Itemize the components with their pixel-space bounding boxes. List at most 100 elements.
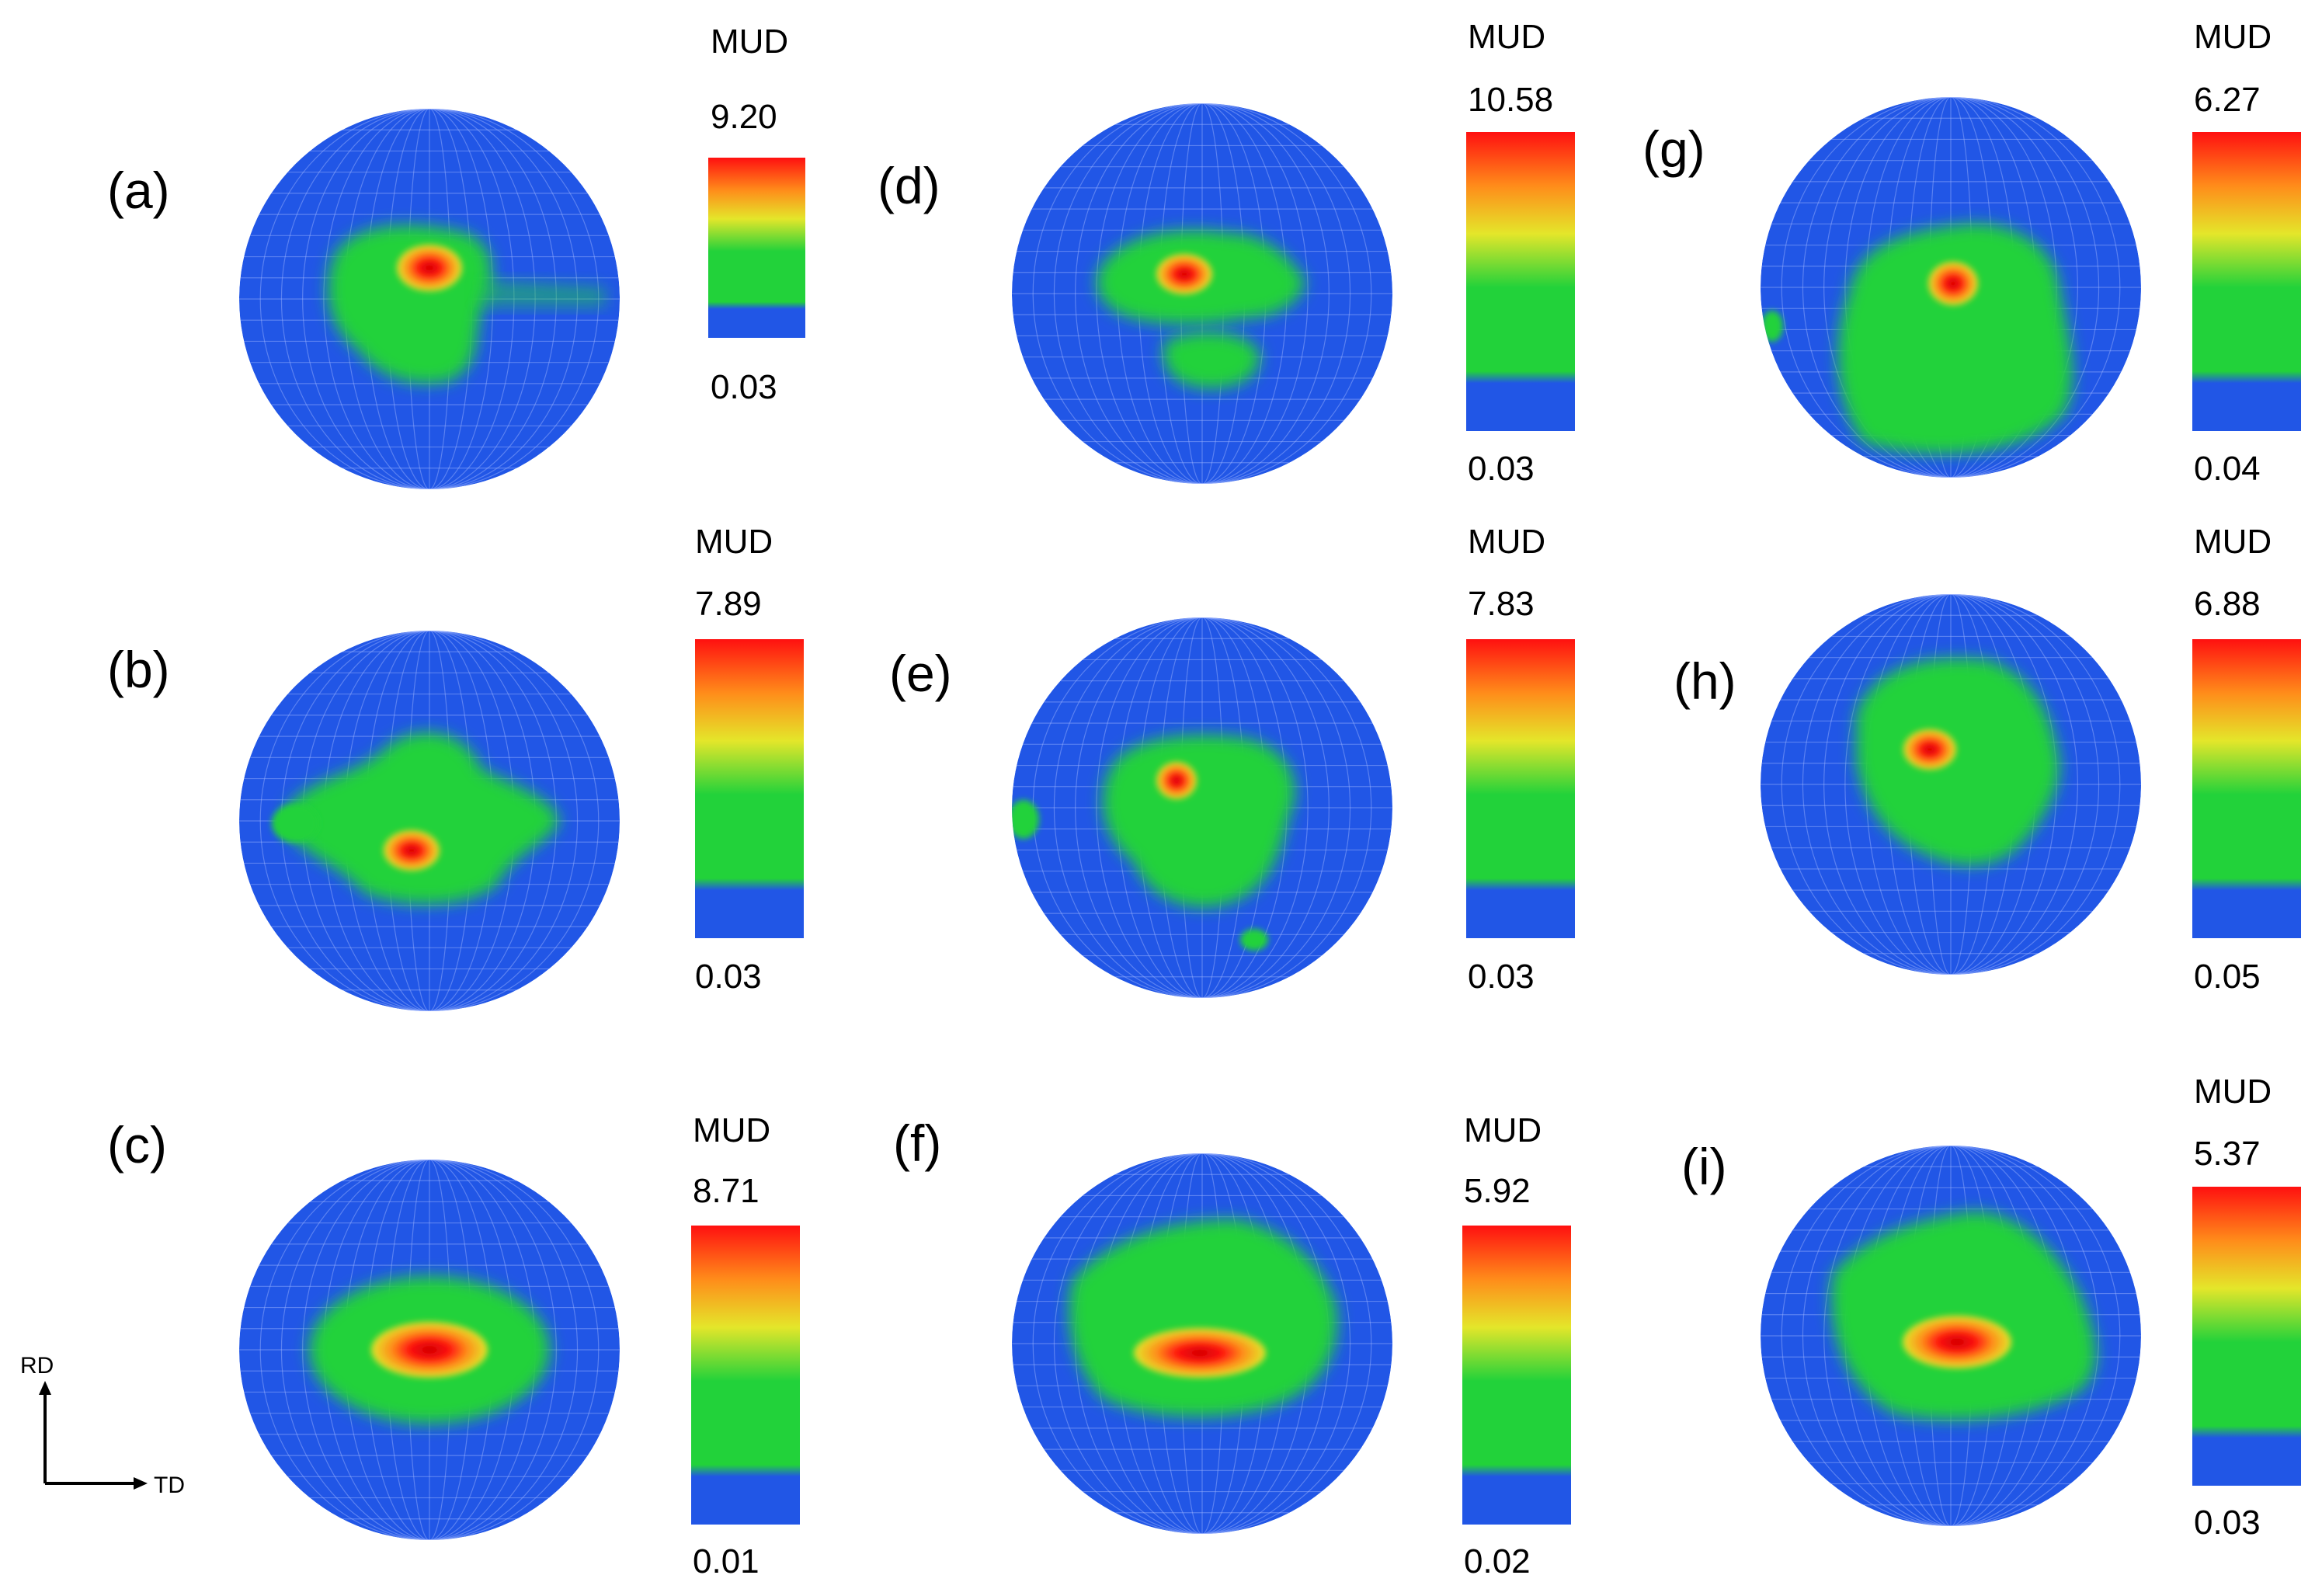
grid-meridian	[1075, 617, 1330, 998]
colorbar-c-min: 0.01	[693, 1542, 760, 1580]
colorbar-g-bar	[2192, 132, 2301, 431]
panel-f: (f) MUD 5.92 0.02	[893, 1111, 1571, 1580]
pole-figure-a	[239, 109, 620, 489]
panel-g-label: (g)	[1642, 120, 1705, 178]
grid-meridian	[1781, 594, 2121, 975]
pole-figure-g-spot	[1761, 311, 1783, 342]
pole-figure-i-peak	[1903, 1316, 2011, 1368]
colorbar-f: MUD 5.92 0.02	[1462, 1111, 1571, 1580]
colorbar-e-min: 0.03	[1468, 958, 1535, 996]
panel-h: (h) MUD 6.88 0.05	[1674, 523, 2301, 996]
pole-figure-h-peak	[1903, 729, 1956, 770]
pole-figure-g-peak	[1928, 262, 1978, 305]
grid-meridian	[1053, 103, 1351, 484]
pole-figure-g	[1761, 97, 2141, 478]
pole-figure-i	[1761, 1146, 2141, 1526]
rd-td-axes: RD TD	[20, 1353, 185, 1498]
pole-figure-a-tail	[481, 280, 606, 307]
pole-figure-b-lobe	[287, 732, 559, 904]
pole-figure-f-lobe	[1069, 1219, 1337, 1417]
panel-a-label: (a)	[107, 162, 170, 219]
grid-meridian	[1096, 617, 1309, 998]
colorbar-a-title: MUD	[711, 23, 788, 61]
colorbar-g-max: 6.27	[2194, 81, 2261, 119]
colorbar-h-bar	[2192, 639, 2301, 938]
colorbar-e-max: 7.83	[1468, 585, 1535, 623]
colorbar-g-title: MUD	[2194, 18, 2272, 56]
panel-b: (b) MUD 7.89 0.03	[107, 523, 804, 1011]
grid-meridian	[259, 1160, 600, 1540]
pole-figure-c-peak	[371, 1322, 488, 1378]
pole-figure-d	[1012, 103, 1392, 484]
colorbar-c-max: 8.71	[693, 1172, 760, 1210]
grid-meridian	[1032, 103, 1372, 484]
rd-arrow-icon	[39, 1381, 51, 1395]
colorbar-g: MUD 6.27 0.04	[2192, 18, 2301, 488]
panel-d-label: (d)	[878, 157, 940, 214]
pole-figure-b-spot	[272, 804, 318, 843]
colorbar-a-min: 0.03	[711, 368, 777, 406]
pole-figure-h	[1761, 594, 2141, 975]
colorbar-b-bar	[695, 639, 804, 938]
colorbar-i-min: 0.03	[2194, 1504, 2261, 1542]
grid-meridian	[1053, 617, 1351, 998]
pole-figure-e-spot-low	[1240, 929, 1268, 951]
grid-meridian	[1096, 103, 1309, 484]
colorbar-i-bar	[2192, 1187, 2301, 1486]
grid-meridian	[1802, 97, 2100, 478]
pole-figure-f-peak	[1134, 1328, 1266, 1378]
panel-i: (i) MUD 5.37 0.03	[1681, 1073, 2301, 1542]
colorbar-d-bar	[1466, 132, 1575, 431]
grid-meridian	[259, 631, 600, 1011]
pole-figure-e-spot-left	[1012, 800, 1039, 839]
colorbar-h: MUD 6.88 0.05	[2192, 523, 2301, 996]
pole-figure-b-peak	[384, 830, 440, 871]
grid-meridian	[280, 1160, 579, 1540]
colorbar-f-bar	[1462, 1226, 1571, 1525]
colorbar-f-min: 0.02	[1464, 1542, 1531, 1580]
grid-meridian	[1075, 103, 1330, 484]
colorbar-f-max: 5.92	[1464, 1172, 1531, 1210]
colorbar-h-title: MUD	[2194, 523, 2272, 561]
colorbar-e-bar	[1466, 639, 1575, 938]
grid-meridian	[1823, 97, 2078, 478]
pole-figure-i-lobe	[1831, 1212, 2096, 1420]
colorbar-g-min: 0.04	[2194, 450, 2261, 488]
pole-figure-g-lobe	[1837, 224, 2073, 454]
panel-h-label: (h)	[1674, 652, 1736, 710]
grid-meridian	[1032, 1153, 1372, 1534]
colorbar-i-max: 5.37	[2194, 1135, 2261, 1173]
colorbar-d-min: 0.03	[1468, 450, 1535, 488]
colorbar-h-max: 6.88	[2194, 585, 2261, 623]
td-axis-label: TD	[154, 1473, 185, 1498]
grid-meridian	[1781, 97, 2121, 478]
pole-figure-a-peak	[397, 245, 462, 291]
colorbar-b-max: 7.89	[695, 585, 762, 623]
panel-e-label: (e)	[889, 645, 952, 702]
panel-e: (e) MUD 7.83 0.03	[889, 523, 1575, 998]
rd-axis-label: RD	[20, 1353, 54, 1379]
colorbar-a-bar	[708, 158, 805, 338]
td-arrow-icon	[134, 1477, 148, 1490]
colorbar-b-title: MUD	[695, 523, 773, 561]
colorbar-e: MUD 7.83 0.03	[1466, 523, 1575, 996]
panel-d: (d) MUD 10.58 0.03	[878, 18, 1575, 488]
colorbar-b: MUD 7.89 0.03	[695, 523, 804, 996]
colorbar-c-bar	[691, 1226, 800, 1525]
colorbar-c: MUD 8.71 0.01	[691, 1111, 800, 1580]
colorbar-h-min: 0.05	[2194, 958, 2261, 996]
pole-figure-e	[1012, 617, 1392, 998]
pole-figure-e-peak	[1156, 762, 1197, 799]
panel-i-label: (i)	[1681, 1138, 1727, 1195]
colorbar-a-max: 9.20	[711, 98, 777, 136]
colorbar-i: MUD 5.37 0.03	[2192, 1073, 2301, 1542]
pole-figure-f	[1012, 1153, 1392, 1534]
pole-figure-h-lobe	[1856, 658, 2060, 865]
colorbar-i-title: MUD	[2194, 1073, 2272, 1111]
colorbar-a: MUD 9.20 0.03	[708, 23, 805, 406]
grid-meridian	[1802, 1146, 2100, 1526]
colorbar-d: MUD 10.58 0.03	[1466, 18, 1575, 488]
pole-figure-b	[239, 631, 620, 1011]
colorbar-b-min: 0.03	[695, 958, 762, 996]
